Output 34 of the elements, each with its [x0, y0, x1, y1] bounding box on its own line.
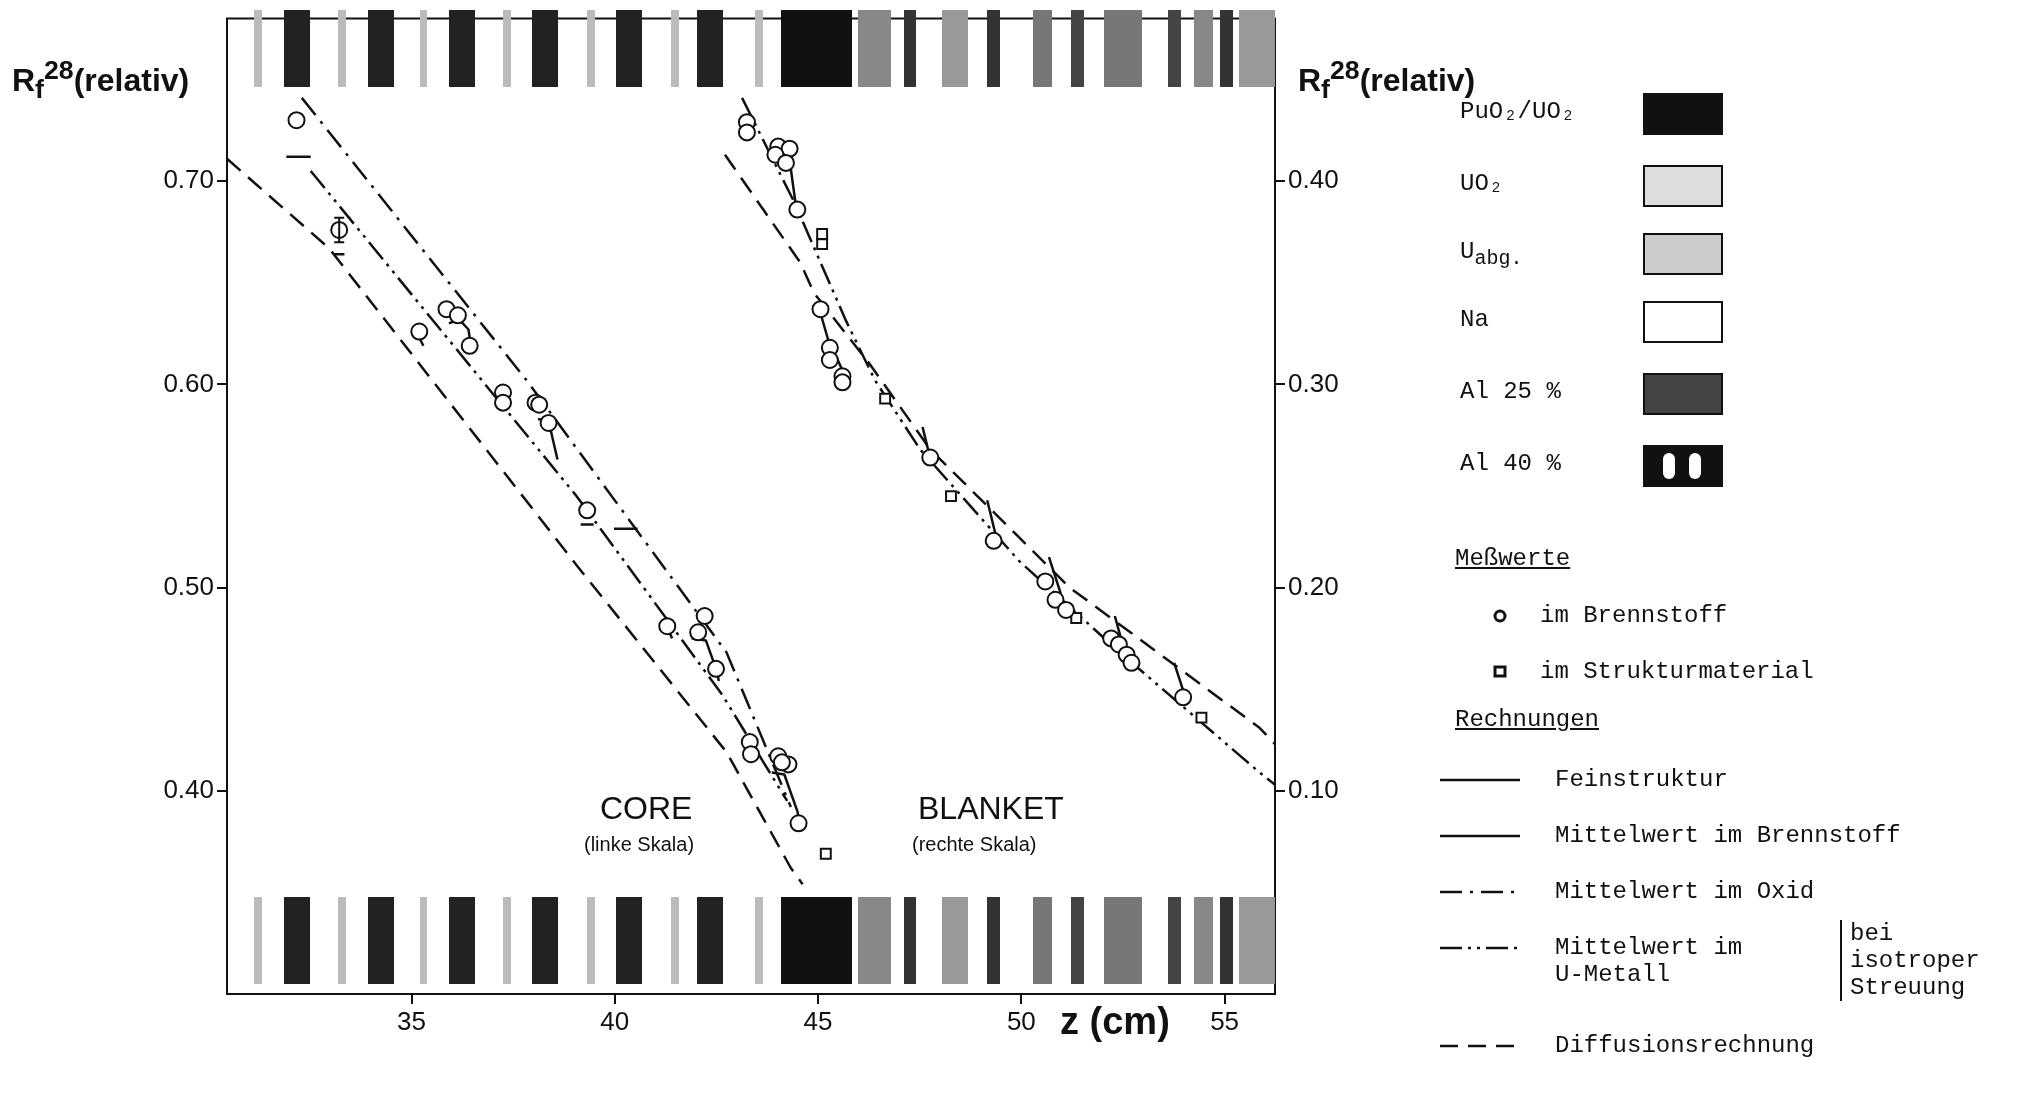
annotation: BLANKET [918, 790, 1064, 827]
legend-label: Mittelwert im Oxid [1555, 878, 1815, 905]
y-tick-label: 0.40 [163, 773, 214, 804]
legend-label: Diffusionsrechnung [1555, 1032, 1815, 1059]
y-axis-title: R$_{f}$$^{28}$(relativ) [12, 55, 190, 106]
text: U$_{abg.}$ [1460, 238, 1523, 270]
legend-label: im Brennstoff [1540, 602, 1728, 629]
text: Rechnungen [1455, 706, 1600, 733]
text: bei isotroper Streuung [1840, 920, 2010, 1001]
text: Meßwerte [1455, 545, 1571, 572]
y2-tick-label: 0.40 [1288, 164, 1339, 195]
y-tick-label: 0.60 [163, 367, 214, 398]
x-tick-label: 55 [1210, 1005, 1240, 1036]
legend-label: im Strukturmaterial [1540, 658, 1814, 685]
text: Al 25 % [1460, 378, 1561, 405]
text: Na [1460, 306, 1489, 333]
annotation: (linke Skala) [584, 833, 695, 856]
legend-label: Mittelwert im U-Metall [1555, 934, 1744, 988]
x-axis-title: z (cm) [1060, 1000, 1170, 1043]
y-tick-label: 0.50 [163, 570, 214, 601]
annotation: (rechte Skala) [912, 833, 1037, 856]
y2-tick-label: 0.10 [1288, 773, 1339, 804]
x-tick-label: 45 [803, 1005, 833, 1036]
y2-tick-label: 0.30 [1288, 367, 1339, 398]
text: UO₂ [1460, 170, 1504, 197]
legend-label: Feinstruktur [1555, 766, 1728, 793]
x-tick-label: 35 [397, 1005, 427, 1036]
legend-label: Mittelwert im Brennstoff [1555, 822, 1901, 849]
annotation: CORE [600, 790, 693, 827]
y-tick-label: 0.70 [163, 164, 214, 195]
y2-tick-label: 0.20 [1288, 570, 1339, 601]
x-tick-label: 50 [1006, 1005, 1036, 1036]
x-tick-label: 40 [600, 1005, 630, 1036]
text: Al 40 % [1460, 450, 1561, 477]
